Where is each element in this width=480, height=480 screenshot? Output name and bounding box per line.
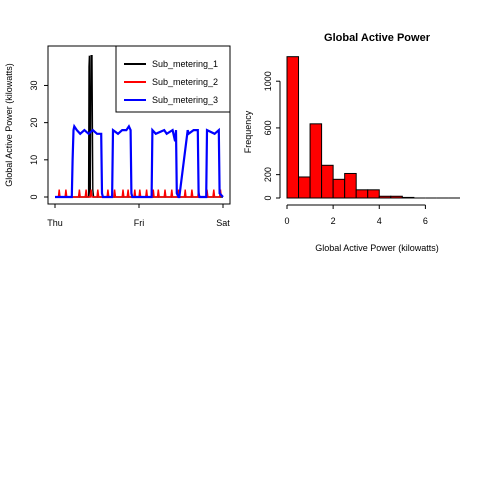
x-tick-label: Thu [47, 218, 63, 228]
y-tick-label: 1000 [263, 71, 273, 91]
line-chart-y-axis: 0 10 20 30 [29, 80, 49, 200]
histogram-bar [390, 195, 403, 199]
histogram-chart: Global Active Power 0 2 4 6 0 200 600 1000 Glo… [243, 32, 460, 253]
legend-label: Sub_metering_3 [152, 95, 218, 105]
legend-label: Sub_metering_2 [152, 77, 218, 87]
line-chart-y-label: Global Active Power (kilowatts) [4, 63, 14, 187]
legend-label: Sub_metering_1 [152, 59, 218, 69]
histogram-y-axis: 0 200 600 1000 [263, 71, 281, 201]
line-chart: Thu Fri Sat 0 10 20 30 Global Active Power (k… [4, 45, 231, 228]
histogram-bar [344, 172, 357, 199]
x-tick-label: 4 [377, 216, 382, 226]
y-tick-label: 200 [263, 167, 273, 182]
histogram-bar [401, 196, 415, 199]
series-line-3 [55, 123, 224, 199]
line-chart-legend: Sub_metering_1 Sub_metering_2 Sub_metering… [115, 45, 231, 113]
y-tick-label: 30 [29, 80, 39, 90]
x-tick-label: Fri [134, 218, 145, 228]
x-tick-label: 0 [284, 216, 289, 226]
y-tick-label: 0 [263, 195, 273, 200]
line-chart-series-group [55, 55, 224, 199]
histogram-bar [321, 164, 334, 199]
histogram-x-axis: 0 2 4 6 [284, 204, 428, 226]
y-tick-label: 600 [263, 120, 273, 135]
histogram-x-label: Global Active Power (kilowatts) [315, 243, 439, 253]
y-tick-label: 20 [29, 118, 39, 128]
histogram-bar [332, 178, 346, 199]
series-line-2 [57, 189, 222, 198]
histogram-bar [378, 195, 392, 199]
histogram-bar [355, 189, 369, 199]
y-tick-label: 0 [29, 194, 39, 199]
histogram-bar [309, 123, 323, 199]
y-tick-label: 10 [29, 155, 39, 165]
line-chart-x-axis: Thu Fri Sat [47, 204, 230, 228]
histogram-bar [298, 176, 311, 199]
x-tick-label: 2 [331, 216, 336, 226]
histogram-title: Global Active Power [324, 32, 431, 44]
x-tick-label: 6 [423, 216, 428, 226]
x-tick-label: Sat [216, 218, 230, 228]
histogram-bar [367, 189, 380, 199]
histogram-bars [286, 56, 460, 199]
histogram-y-label: Frequency [243, 110, 253, 153]
histogram-bar [286, 56, 300, 199]
